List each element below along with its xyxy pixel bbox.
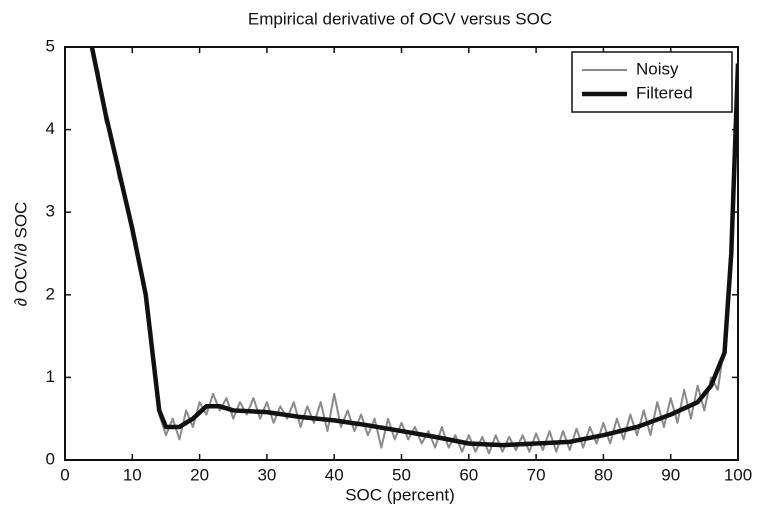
x-axis-label: SOC (percent) xyxy=(345,485,455,504)
x-tick-label: 50 xyxy=(392,465,411,484)
y-tick-label: 4 xyxy=(46,119,55,138)
x-tick-label: 40 xyxy=(325,465,344,484)
x-tick-label: 60 xyxy=(459,465,478,484)
y-tick-label: 0 xyxy=(46,449,55,468)
y-tick-label: 2 xyxy=(46,284,55,303)
legend-label: Noisy xyxy=(636,59,679,78)
y-tick-label: 5 xyxy=(46,36,55,55)
x-tick-label: 90 xyxy=(661,465,680,484)
legend-label: Filtered xyxy=(636,83,693,102)
line-series xyxy=(89,47,738,448)
y-tick-label: 3 xyxy=(46,202,55,221)
x-tick-label: 0 xyxy=(60,465,69,484)
line-series xyxy=(90,54,738,455)
plot-frame xyxy=(64,46,739,461)
y-tick-label: 1 xyxy=(46,367,55,386)
x-tick-label: 100 xyxy=(724,465,752,484)
legend-box xyxy=(571,51,733,113)
x-tick-label: 30 xyxy=(257,465,276,484)
x-tick-label: 80 xyxy=(594,465,613,484)
chart-title: Empirical derivative of OCV versus SOC xyxy=(248,9,552,28)
x-tick-label: 70 xyxy=(527,465,546,484)
x-tick-label: 10 xyxy=(123,465,142,484)
x-tick-label: 20 xyxy=(190,465,209,484)
y-axis-label: ∂ OCV/∂ SOC xyxy=(11,202,30,307)
